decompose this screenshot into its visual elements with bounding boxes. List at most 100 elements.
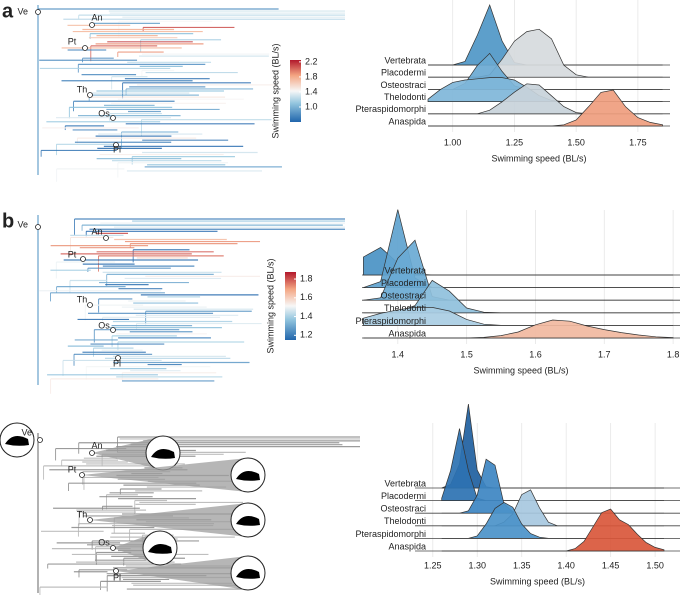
ridge-label: Vertebrata bbox=[384, 478, 426, 488]
colorbar bbox=[285, 272, 296, 340]
ridge-label: Osteostraci bbox=[380, 504, 426, 514]
colorbar-tick-label: 1.8 bbox=[300, 273, 313, 283]
node-label: Pt bbox=[68, 464, 77, 474]
x-tick-label: 1.5 bbox=[460, 349, 473, 359]
ridge-label: Anaspida bbox=[388, 328, 426, 338]
ridge-label: Osteostraci bbox=[380, 80, 426, 90]
node-label: An bbox=[91, 226, 102, 236]
colorbar-tick-label: 1.0 bbox=[305, 101, 318, 111]
tree-node bbox=[115, 355, 121, 361]
ridge bbox=[428, 28, 663, 78]
x-tick-label: 1.25 bbox=[506, 137, 524, 147]
x-tick-label: 1.4 bbox=[392, 349, 405, 359]
ridge-label: Vertebrata bbox=[384, 55, 426, 65]
ridge-label: Anaspida bbox=[388, 116, 426, 126]
ridge-label: Placodermi bbox=[381, 278, 426, 288]
colorbar bbox=[290, 60, 301, 122]
fish-silhouette bbox=[236, 515, 260, 526]
ridge-label: Placodermi bbox=[381, 68, 426, 78]
node-label: Os bbox=[98, 320, 110, 330]
ridge-label: Thelodonti bbox=[384, 516, 426, 526]
ridge bbox=[441, 489, 664, 527]
clade-wedge bbox=[92, 436, 163, 470]
node-label: Th bbox=[77, 84, 88, 94]
clade-wedge bbox=[90, 503, 248, 537]
tree-node bbox=[87, 92, 93, 98]
fish-silhouette bbox=[151, 448, 175, 459]
ridge-label: Osteostraci bbox=[380, 291, 426, 301]
ridge-label: Pteraspidomorphi bbox=[355, 529, 426, 539]
node-label: Th bbox=[77, 294, 88, 304]
tree-node bbox=[79, 472, 85, 478]
node-label: Th bbox=[77, 509, 88, 519]
x-tick-label: 1.8 bbox=[667, 349, 680, 359]
ridge-label: Placodermi bbox=[381, 491, 426, 501]
node-label: Os bbox=[98, 108, 110, 118]
ridge bbox=[363, 239, 674, 301]
tree-node bbox=[89, 22, 95, 28]
x-axis-title: Swimming speed (BL/s) bbox=[491, 153, 586, 163]
x-tick-label: 1.30 bbox=[468, 560, 486, 570]
fish-silhouette bbox=[236, 470, 260, 481]
ridge bbox=[441, 508, 665, 552]
node-label: Os bbox=[98, 537, 110, 547]
x-tick-label: 1.75 bbox=[629, 137, 647, 147]
x-tick-label: 1.7 bbox=[598, 349, 611, 359]
colorbar-tick-label: 1.4 bbox=[305, 86, 318, 96]
tree-node bbox=[113, 568, 119, 574]
fish-silhouette bbox=[5, 435, 29, 446]
clade-wedge bbox=[116, 556, 248, 590]
tree-node bbox=[103, 235, 109, 241]
tree-node bbox=[35, 9, 41, 15]
colorbar-tick-label: 2.2 bbox=[305, 56, 318, 66]
ridge bbox=[441, 458, 664, 514]
node-label: Pt bbox=[68, 249, 77, 259]
tree bbox=[37, 5, 345, 182]
node-label: Pl bbox=[113, 358, 121, 368]
colorbar-title: Swimming speed (BL/s) bbox=[270, 43, 280, 138]
tree-node bbox=[80, 256, 86, 262]
node-label: Pl bbox=[113, 144, 121, 154]
node-label: Ve bbox=[17, 219, 28, 229]
colorbar-title: Swimming speed (BL/s) bbox=[265, 258, 275, 353]
node-label: Pt bbox=[68, 36, 77, 46]
x-axis-title: Swimming speed (BL/s) bbox=[473, 365, 568, 375]
ridge-label: Vertebrata bbox=[384, 265, 426, 275]
ridge bbox=[363, 319, 674, 339]
ridge-label: Pteraspidomorphi bbox=[355, 104, 426, 114]
ridge bbox=[441, 403, 664, 489]
x-tick-label: 1.00 bbox=[444, 137, 462, 147]
ridge bbox=[428, 89, 663, 127]
node-label: An bbox=[91, 12, 102, 22]
ridge bbox=[363, 279, 674, 314]
x-tick-label: 1.25 bbox=[424, 560, 442, 570]
tree-node bbox=[87, 517, 93, 523]
x-tick-label: 1.50 bbox=[646, 560, 664, 570]
ridge-label: Anaspida bbox=[388, 541, 426, 551]
tree-node bbox=[89, 450, 95, 456]
x-tick-label: 1.45 bbox=[602, 560, 620, 570]
colorbar-tick-label: 1.6 bbox=[300, 292, 313, 302]
panel-letter: a bbox=[2, 0, 14, 22]
tree-node bbox=[110, 115, 116, 121]
node-label: Ve bbox=[21, 427, 32, 437]
clade-wedge bbox=[82, 458, 248, 492]
tree bbox=[0, 422, 360, 600]
node-label: Ve bbox=[17, 6, 28, 16]
fish-silhouette bbox=[148, 543, 172, 554]
tree-node bbox=[110, 327, 116, 333]
fish-silhouette bbox=[236, 568, 260, 579]
tree-node bbox=[82, 45, 88, 51]
ridge-label: Pteraspidomorphi bbox=[355, 316, 426, 326]
colorbar-tick-label: 1.4 bbox=[300, 311, 313, 321]
tree bbox=[37, 215, 345, 394]
tree-node bbox=[110, 545, 116, 551]
x-axis-title: Swimming speed (BL/s) bbox=[490, 576, 585, 586]
x-tick-label: 1.40 bbox=[557, 560, 575, 570]
ridge-label: Thelodonti bbox=[384, 303, 426, 313]
ridge-label: Thelodonti bbox=[384, 92, 426, 102]
x-tick-label: 1.50 bbox=[567, 137, 585, 147]
colorbar-tick-label: 1.8 bbox=[305, 71, 318, 81]
x-tick-label: 1.6 bbox=[529, 349, 542, 359]
